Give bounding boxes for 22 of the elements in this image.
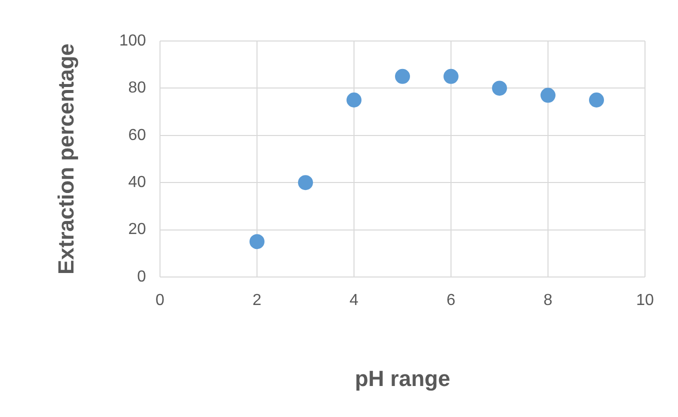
y-tick-label: 40	[128, 174, 146, 192]
point	[395, 68, 410, 84]
x-tick-label: 8	[544, 292, 553, 310]
point	[346, 92, 362, 108]
x-tick-label: 6	[446, 292, 456, 310]
point	[444, 68, 458, 84]
x-tick-label: 10	[636, 292, 654, 310]
point	[589, 92, 604, 108]
y-tick-label: 60	[128, 126, 146, 144]
y-tick-label: 0	[137, 268, 146, 286]
point	[492, 80, 507, 96]
x-tick-label: 0	[156, 292, 165, 310]
y-tick-label: 80	[128, 80, 146, 97]
y-axis-title: Extraction percentage	[53, 43, 78, 275]
point	[250, 234, 264, 250]
x-tick-label: 4	[350, 292, 359, 310]
y-tick-label: 20	[128, 221, 146, 238]
x-tick-label: 2	[252, 292, 262, 310]
y-tick-label: 100	[119, 32, 146, 50]
point	[540, 88, 556, 103]
point	[298, 175, 313, 190]
x-axis-title: pH range	[354, 366, 450, 391]
